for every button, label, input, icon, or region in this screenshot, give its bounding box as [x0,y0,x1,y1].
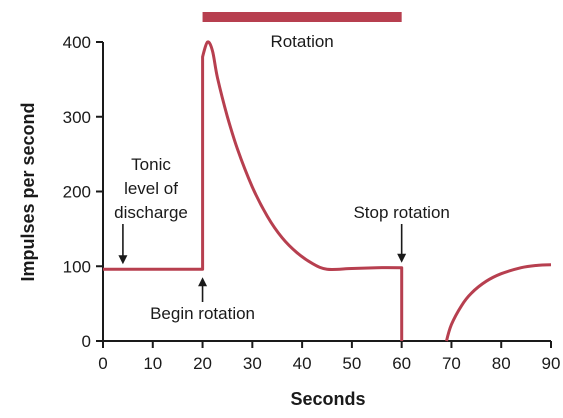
stop-rotation-label: Stop rotation [353,203,449,222]
x-tick-label: 50 [342,354,361,373]
begin-arrow [198,277,208,302]
y-tick-label: 300 [63,108,91,127]
x-tick-label: 90 [542,354,561,373]
rotation-bar-label: Rotation [270,32,333,51]
tick-labels: 0 10 20 30 40 50 60 70 80 90 0 100 200 300 400 [63,33,561,373]
series-segment-2 [445,263,552,342]
begin-rotation-label: Begin rotation [150,304,255,323]
rotation-bar-group: Rotation [202,12,402,51]
rotation-bar [202,12,402,22]
x-tick-label: 70 [442,354,461,373]
tonic-arrow-head [118,255,128,265]
x-tick-label: 20 [193,354,212,373]
y-tick-label: 100 [63,257,91,276]
series-group [103,40,552,342]
x-axis-title: Seconds [290,389,365,409]
annotations: Tonic level of discharge Begin rotation Stop… [114,155,450,323]
stop-arrow [397,224,407,263]
stop-arrow-head [397,253,407,263]
x-tick-label: 40 [293,354,312,373]
tonic-label-line: Tonic [131,155,171,174]
series-segment-1 [103,40,404,341]
x-tick-label: 10 [143,354,162,373]
y-tick-label: 400 [63,33,91,52]
x-tick-label: 80 [492,354,511,373]
tick-marks [96,41,552,348]
x-tick-label: 30 [243,354,262,373]
y-tick-label: 200 [63,183,91,202]
x-tick-label: 60 [392,354,411,373]
tonic-arrow [118,224,128,265]
begin-arrow-head [198,277,208,287]
y-axis-title: Impulses per second [18,102,38,281]
tonic-label-line: discharge [114,203,188,222]
x-tick-label: 0 [98,354,107,373]
y-tick-label: 0 [82,332,91,351]
tonic-label-line: level of [124,179,178,198]
